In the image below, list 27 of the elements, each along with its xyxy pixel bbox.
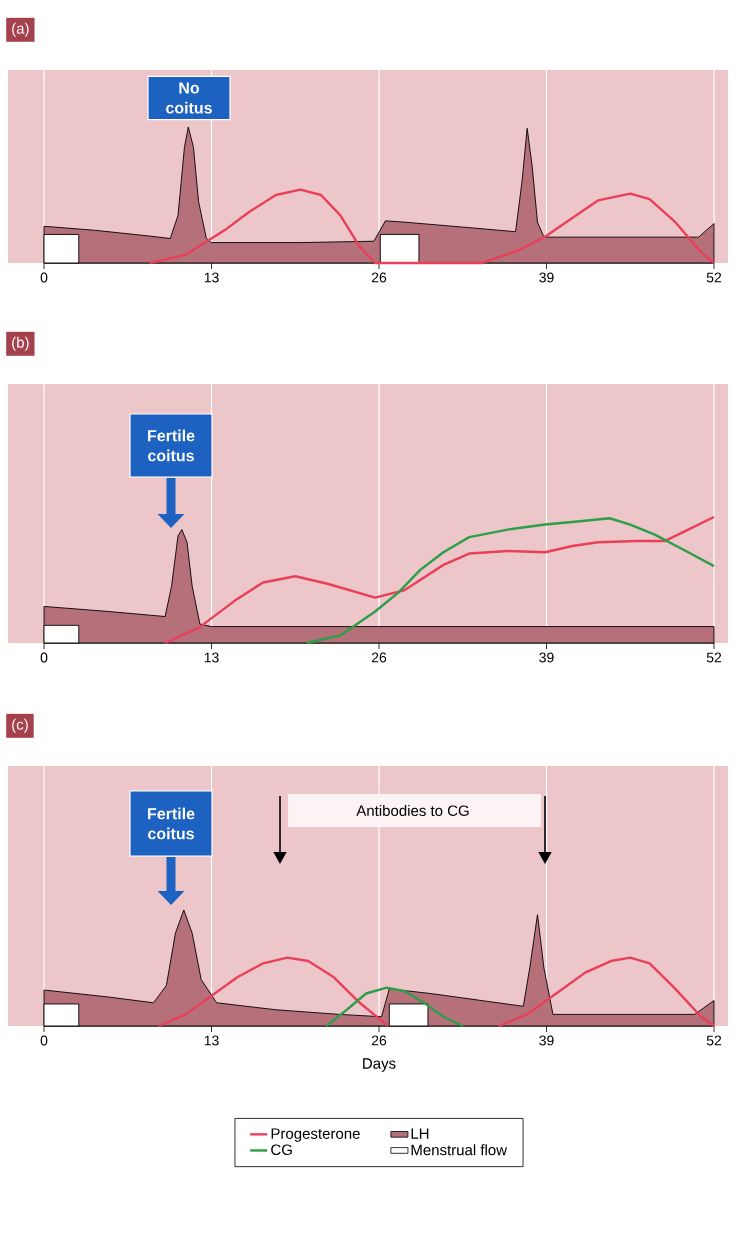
chart-title: (a) (12, 22, 29, 37)
x-tick-label: 13 (204, 1035, 219, 1046)
x-tick-label: 0 (40, 1035, 48, 1046)
x-tick-label: 26 (371, 652, 387, 663)
x-tick-label: 39 (539, 1035, 554, 1046)
text: No coitus (166, 82, 212, 114)
x-tick-label: 52 (706, 272, 722, 283)
x-tick-label: 26 (371, 1035, 387, 1046)
text: Fertile coitus (148, 807, 195, 840)
legend-label: CG (271, 1144, 292, 1156)
x-axis-title: Days (363, 1058, 396, 1072)
x-tick-label: 13 (204, 272, 219, 283)
x-tick-label: 39 (539, 652, 554, 663)
x-tick-label: 52 (706, 1035, 722, 1046)
legend-label: Progesterone (271, 1128, 360, 1142)
text: Antibodies to CG (356, 804, 469, 816)
x-tick-label: 0 (40, 272, 48, 283)
x-tick-label: 26 (371, 272, 387, 283)
x-tick-label: 39 (539, 272, 554, 283)
legend-label: LH (411, 1128, 429, 1139)
chart-title: (c) (12, 718, 28, 733)
legend-label: Menstrual flow (411, 1144, 508, 1156)
x-tick-label: 0 (40, 652, 48, 663)
x-tick-label: 52 (706, 652, 722, 663)
chart-title: (b) (12, 336, 29, 351)
x-tick-label: 13 (204, 652, 219, 663)
text: Fertile coitus (148, 429, 195, 462)
